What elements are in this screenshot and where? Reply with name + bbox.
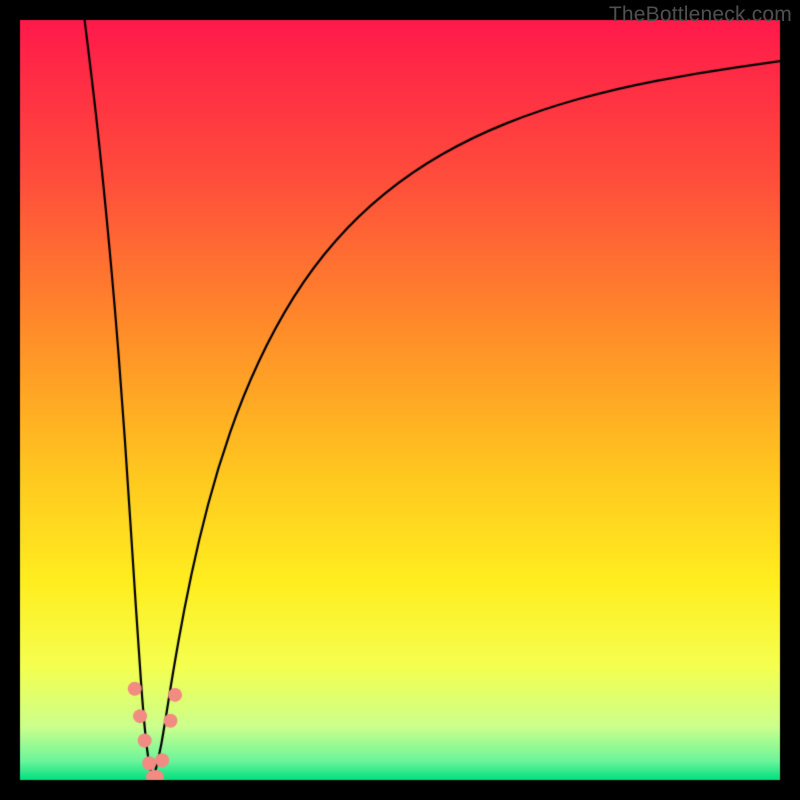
bottleneck-curve-chart (0, 0, 800, 800)
chart-container: TheBottleneck.com (0, 0, 800, 800)
